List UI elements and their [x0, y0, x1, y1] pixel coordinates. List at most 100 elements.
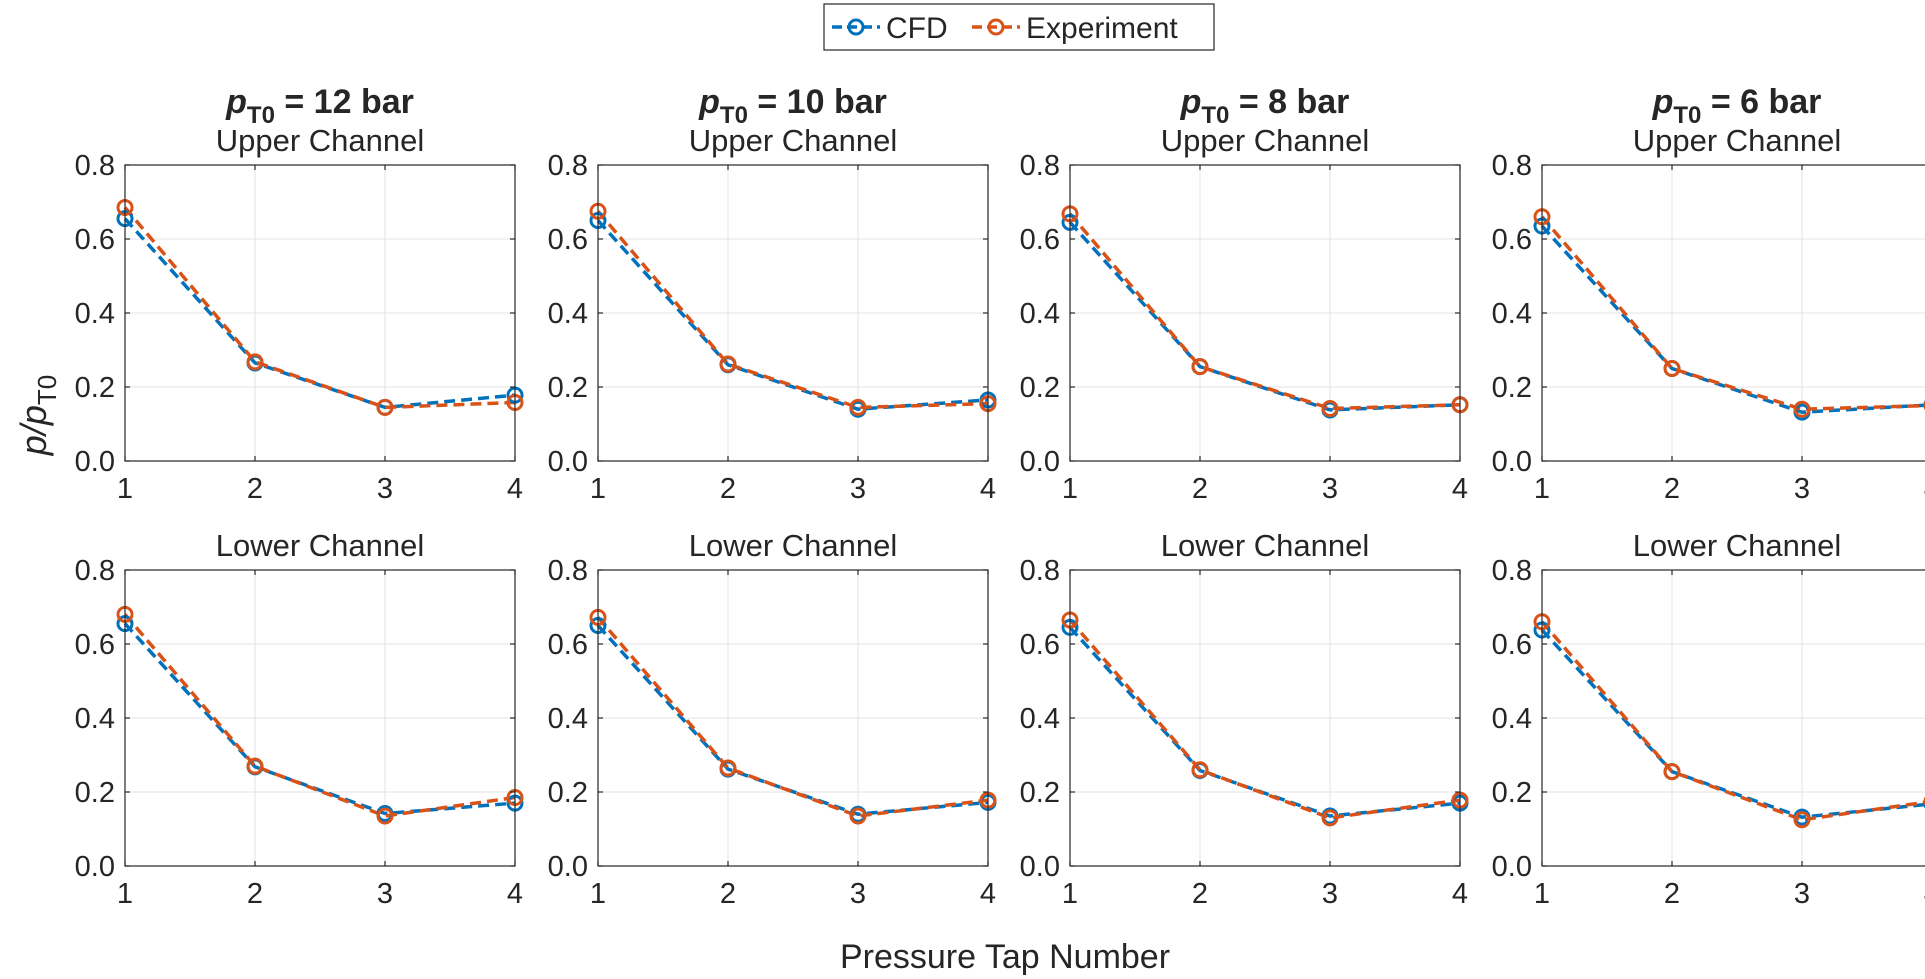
y-tick-label: 0.8 [548, 555, 588, 587]
x-tick-label: 2 [1664, 878, 1680, 910]
y-tick-label: 0.2 [75, 777, 115, 809]
series-line-experiment [1540, 215, 1925, 411]
x-tick-label: 1 [117, 878, 133, 910]
x-tick-label: 3 [850, 473, 866, 505]
y-axis-label-subscript: T0 [32, 375, 62, 405]
panel [116, 569, 524, 867]
y-tick-label: 0.4 [548, 298, 588, 330]
y-tick-label: 0.4 [1020, 298, 1060, 330]
x-tick-label: 2 [247, 473, 263, 505]
series-line-experiment [123, 206, 516, 410]
x-tick-label: 3 [1794, 473, 1810, 505]
y-tick-label: 0.2 [548, 372, 588, 404]
x-tick-label: 4 [507, 473, 523, 505]
panel-title: Upper Channel [689, 123, 898, 158]
x-tick-label: 3 [1794, 878, 1810, 910]
y-tick-label: 0.6 [548, 224, 588, 256]
y-tick-label: 0.6 [548, 629, 588, 661]
y-tick-label: 0.2 [1492, 777, 1532, 809]
data-point-experiment [376, 398, 394, 416]
panel [116, 164, 524, 462]
y-tick-label: 0.8 [1020, 555, 1060, 587]
data-point-experiment [1321, 399, 1339, 417]
data-point-experiment [719, 355, 737, 373]
y-tick-label: 0.6 [1492, 224, 1532, 256]
panel-title: Upper Channel [1161, 123, 1370, 158]
x-tick-label: 3 [1322, 878, 1338, 910]
x-tick-label: 3 [377, 473, 393, 505]
panel [1061, 164, 1469, 462]
y-tick-label: 0.2 [75, 372, 115, 404]
y-tick-label: 0.6 [75, 629, 115, 661]
y-tick-label: 0.4 [1492, 298, 1532, 330]
y-tick-label: 0.8 [75, 150, 115, 182]
x-tick-label: 4 [1452, 473, 1468, 505]
column-header: pT0 = 12 bar [225, 83, 414, 129]
data-point-experiment [1191, 358, 1209, 376]
legend-label: CFD [886, 12, 948, 45]
data-point-experiment [246, 353, 264, 371]
series-line-cfd [596, 219, 989, 411]
panel-title: Lower Channel [1161, 528, 1370, 563]
series-line-experiment [123, 613, 516, 818]
series-line-cfd [123, 217, 516, 410]
legend-box [823, 3, 1215, 51]
x-tick-label: 2 [1192, 473, 1208, 505]
x-tick-label: 1 [590, 473, 606, 505]
x-tick-label: 2 [720, 473, 736, 505]
y-tick-label: 0.2 [1020, 372, 1060, 404]
y-tick-label: 0.0 [548, 851, 588, 883]
column-header-value: = 10 bar [748, 83, 887, 121]
y-tick-label: 0.6 [1020, 629, 1060, 661]
series-line-experiment [1540, 620, 1925, 822]
y-tick-label: 0.8 [1492, 555, 1532, 587]
column-header: pT0 = 10 bar [698, 83, 887, 129]
x-tick-label: 3 [377, 878, 393, 910]
y-tick-label: 0.0 [75, 446, 115, 478]
data-point-experiment [849, 398, 867, 416]
column-header-subscript: T0 [1673, 102, 1701, 129]
panel-title: Upper Channel [1633, 123, 1842, 158]
y-tick-label: 0.4 [548, 703, 588, 735]
data-point-experiment [1191, 761, 1209, 779]
y-axis-label: p/pT0 [13, 375, 62, 456]
legend-label: Experiment [1026, 12, 1178, 45]
column-header-subscript: T0 [247, 102, 275, 129]
data-point-experiment [719, 759, 737, 777]
y-tick-label: 0.4 [1492, 703, 1532, 735]
x-axis-label: Pressure Tap Number [840, 938, 1170, 976]
column-header-value: = 8 bar [1229, 83, 1349, 121]
x-tick-label: 3 [1322, 473, 1338, 505]
x-tick-label: 1 [1062, 878, 1078, 910]
legend [823, 3, 1215, 51]
x-tick-label: 4 [1924, 878, 1925, 910]
y-tick-label: 0.0 [548, 446, 588, 478]
column-header-symbol: p [1180, 83, 1202, 121]
x-tick-label: 2 [247, 878, 263, 910]
x-tick-label: 2 [1664, 473, 1680, 505]
x-tick-label: 1 [117, 473, 133, 505]
x-tick-label: 4 [980, 473, 996, 505]
data-point-experiment [1793, 400, 1811, 418]
series-line-cfd [1540, 628, 1925, 819]
series-line-cfd [123, 622, 516, 816]
panel-title: Upper Channel [216, 123, 425, 158]
y-tick-label: 0.4 [75, 703, 115, 735]
x-tick-label: 1 [590, 878, 606, 910]
y-tick-label: 0.2 [548, 777, 588, 809]
x-tick-label: 1 [1534, 473, 1550, 505]
column-header: pT0 = 6 bar [1652, 83, 1822, 129]
y-tick-label: 0.2 [1020, 777, 1060, 809]
x-tick-label: 3 [850, 878, 866, 910]
data-point-experiment [1663, 360, 1681, 377]
y-tick-label: 0.8 [75, 555, 115, 587]
series-line-cfd [1068, 221, 1461, 412]
panel-title: Lower Channel [1633, 528, 1842, 563]
y-tick-label: 0.4 [75, 298, 115, 330]
y-tick-label: 0.8 [1020, 150, 1060, 182]
data-point-experiment [246, 757, 264, 775]
y-tick-label: 0.8 [548, 150, 588, 182]
data-point-experiment [1793, 811, 1811, 829]
y-tick-label: 0.8 [1492, 150, 1532, 182]
series-line-cfd [1068, 626, 1461, 818]
